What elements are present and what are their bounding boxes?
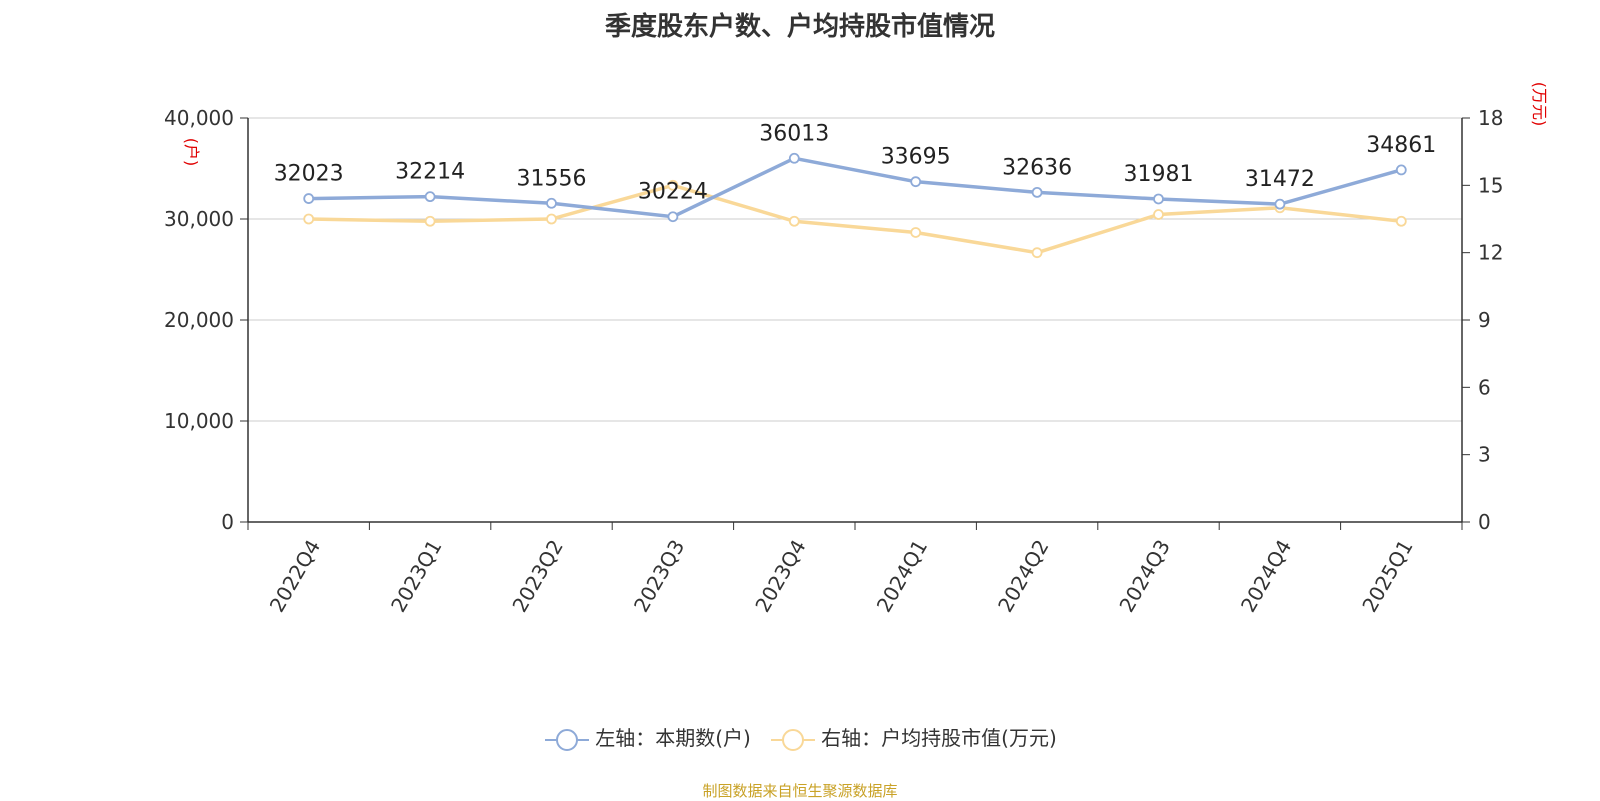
y-right-tick-label: 3 [1478,443,1491,467]
legend-marker-left-icon [545,728,590,751]
left-series-point [546,197,557,209]
chart-title: 季度股东户数、户均持股市值情况 [604,12,995,42]
left-series-point [1395,164,1407,176]
left-series-point [910,176,922,188]
axes: 0 10,000 20,000 30,000 40,000 0 3 6 9 12 15 18 (户) (万… [164,82,1549,616]
y-left-tick-label: 20,000 [164,308,234,332]
data-label: 31556 [517,166,587,191]
x-tick-label: 2023Q2 [507,536,567,617]
y-left-tick-label: 0 [221,510,234,534]
legend-label-left-series: 左轴：本期数(户) [595,726,751,750]
x-tick-label: 2023Q1 [386,536,446,617]
left-series-point [1274,198,1286,210]
y-right-tick-label: 9 [1478,308,1491,332]
data-label: 32636 [1002,155,1072,180]
x-tick-label: 2023Q3 [629,536,689,617]
x-tick-label: 2025Q1 [1357,536,1417,617]
y-right-tick-label: 15 [1478,173,1503,197]
legend: 左轴：本期数(户) 右轴：户均持股市值(万元) [0,722,1600,753]
left-series-point [1153,193,1164,205]
left-series-point [1031,186,1043,198]
x-tick-label: 2024Q2 [993,536,1053,617]
right-series-point [910,227,922,238]
y-left-tick-label: 10,000 [164,409,234,433]
legend-item-left-series[interactable]: 左轴：本期数(户) [543,722,751,753]
data-label: 31472 [1245,167,1315,192]
chart-plot: 0 10,000 20,000 30,000 40,000 0 3 6 9 12 15 18 (户) (万… [164,82,1549,616]
right-series-point [1153,209,1164,220]
y-right-tick-label: 0 [1478,510,1491,534]
right-series-point [303,213,315,225]
left-series-point [788,152,800,164]
left-series-point [424,191,436,203]
legend-label-right-series: 右轴：户均持股市值(万元) [821,726,1057,750]
data-label: 32023 [274,162,344,187]
right-series-point [788,215,800,227]
right-series-point [1395,215,1407,227]
y-right-tick-label: 12 [1478,241,1503,265]
x-tick-label: 2024Q3 [1114,536,1174,617]
y-left-axis-label: (户) [182,138,201,167]
legend-marker-right-icon [771,728,816,751]
y-left-tick-label: 30,000 [164,207,234,231]
series-lines [303,152,1407,259]
y-right-tick-label: 6 [1478,375,1491,399]
legend-item-right-series[interactable]: 右轴：户均持股市值(万元) [769,722,1057,753]
y-left-tick-label: 40,000 [164,106,234,130]
x-tick-label: 2024Q4 [1236,536,1296,617]
left-series-point [303,193,315,204]
right-series-point [1031,247,1043,259]
left-series-line [308,156,1402,219]
grid-lines [248,117,1462,422]
right-series-line [308,183,1402,255]
right-series-point [546,213,557,225]
x-tick-label: 2022Q4 [265,536,325,617]
x-tick-label: 2023Q4 [750,536,810,617]
y-right-tick-label: 18 [1478,106,1503,130]
data-label: 30224 [638,180,708,205]
x-tick-label: 2024Q1 [872,536,932,617]
right-series-point [667,179,679,191]
data-labels: 32023 32214 31556 30224 36013 33695 32636 31981… [274,121,1437,204]
left-series-point [667,211,679,223]
data-label: 31981 [1124,162,1194,187]
data-label: 36013 [759,121,829,146]
data-label: 34861 [1366,133,1436,158]
right-series-point [424,215,436,227]
data-label: 33695 [881,145,951,170]
y-right-axis-label: (万元) [1530,82,1549,127]
source-note: 制图数据来自恒生聚源数据库 [702,782,898,800]
data-label: 32214 [395,160,465,185]
